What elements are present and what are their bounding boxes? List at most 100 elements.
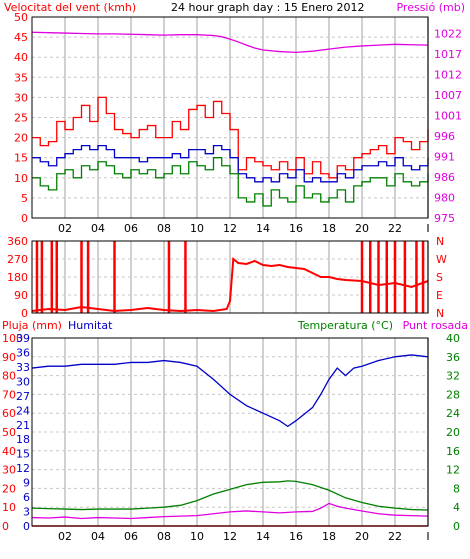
rain-tick-label: 40: [2, 445, 16, 458]
wind-speed-tick-label: 40: [14, 51, 28, 64]
temperature-tick-label: 8: [453, 482, 460, 495]
temperature-tick-label: 40: [446, 332, 460, 345]
pressure-tick-label: 996: [434, 130, 455, 143]
time-tick-label: 08: [157, 222, 171, 235]
temperature-tick-label: 24: [446, 407, 460, 420]
humidity-tick-label: 33: [16, 361, 30, 374]
pressure-tick-label: 1017: [434, 48, 462, 61]
pressure-tick-label: 1012: [434, 68, 462, 81]
rain-tick-label: 20: [2, 482, 16, 495]
compass-label: W: [436, 253, 447, 266]
compass-label: E: [436, 289, 443, 302]
humidity-tick-label: 9: [23, 477, 30, 490]
time-tick-label: 02: [58, 530, 72, 543]
wind-speed-tick-label: 10: [14, 172, 28, 185]
compass-label: N: [436, 307, 444, 320]
direction-tick-label: 0: [21, 307, 28, 320]
time-tick-label: 04: [91, 222, 105, 235]
temperature-tick-label: 0: [453, 520, 460, 533]
rain-tick-label: 100: [2, 332, 23, 345]
humidity-tick-label: 27: [16, 390, 30, 403]
pressure-tick-label: 986: [434, 171, 455, 184]
time-tick-label: 20: [355, 222, 369, 235]
pressure-axis-title: Pressió (mb): [396, 1, 465, 14]
compass-label: N: [436, 235, 444, 248]
temperature-tick-label: 12: [446, 464, 460, 477]
wind-speed-tick-label: 0: [21, 212, 28, 225]
wind-series-line: [32, 157, 429, 207]
time-tick-label: I: [426, 222, 429, 235]
humidity-tick-label: 24: [16, 404, 30, 417]
humidity-tick-label: 36: [16, 346, 30, 359]
graph-date-title: 24 hour graph day : 15 Enero 2012: [171, 1, 365, 14]
temperature-tick-label: 28: [446, 388, 460, 401]
rain-tick-label: 70: [2, 388, 16, 401]
pressure-tick-label: 991: [434, 150, 455, 163]
dewpoint-series-line: [31, 502, 429, 520]
direction-tick-label: 360: [7, 235, 28, 248]
time-tick-label: 14: [256, 222, 270, 235]
time-tick-label: 18: [322, 530, 336, 543]
time-tick-label: 06: [124, 222, 138, 235]
time-tick-label: 12: [223, 222, 237, 235]
time-tick-label: 08: [157, 530, 171, 543]
temperature-axis-title: Temperatura (°C): [297, 319, 393, 332]
time-tick-label: 10: [190, 222, 204, 235]
humidity-tick-label: 0: [23, 520, 30, 533]
pressure-tick-label: 975: [434, 212, 455, 225]
temperature-tick-label: 16: [446, 445, 460, 458]
direction-series-line: [31, 257, 429, 313]
rain-tick-label: 80: [2, 370, 16, 383]
dewpoint-axis-title: Punt rosada: [403, 319, 468, 332]
time-tick-label: 22: [388, 222, 402, 235]
average-series-line: [32, 144, 429, 183]
temperature-tick-label: 4: [453, 501, 460, 514]
temperature-tick-label: 36: [446, 351, 460, 364]
pressure-tick-label: 980: [434, 191, 455, 204]
wind-speed-tick-label: 5: [21, 192, 28, 205]
humidity-tick-label: 12: [16, 462, 30, 475]
wind-speed-tick-label: 30: [14, 91, 28, 104]
plot-frame-2: [31, 240, 429, 314]
time-tick-label: 12: [223, 530, 237, 543]
pressure-tick-label: 1022: [434, 27, 462, 40]
time-tick-label: 10: [190, 530, 204, 543]
time-tick-label: 06: [124, 530, 138, 543]
humidity-tick-label: 30: [16, 375, 30, 388]
direction-tick-label: 270: [7, 253, 28, 266]
time-tick-label: 18: [322, 222, 336, 235]
temperature-tick-label: 32: [446, 370, 460, 383]
time-tick-label: 20: [355, 530, 369, 543]
gust-series-line: [32, 96, 429, 179]
pressure-series-line: [31, 31, 429, 54]
rain-tick-label: 10: [2, 501, 16, 514]
humidity-tick-label: 3: [23, 506, 30, 519]
rain-tick-label: 60: [2, 407, 16, 420]
rain-tick-label: 50: [2, 426, 16, 439]
plot-frame-1: [31, 16, 429, 219]
humidity-tick-label: 15: [16, 448, 30, 461]
direction-tick-label: 180: [7, 271, 28, 284]
time-tick-label: I: [426, 530, 429, 543]
wind-speed-tick-label: 15: [14, 152, 28, 165]
wind-speed-tick-label: 25: [14, 112, 28, 125]
humidity-tick-label: 39: [16, 332, 30, 345]
compass-label: S: [436, 271, 443, 284]
humidity-series-line: [31, 354, 429, 428]
humidity-axis-title: Humitat: [68, 319, 113, 332]
time-tick-label: 02: [58, 222, 72, 235]
humidity-tick-label: 6: [23, 491, 30, 504]
time-tick-label: 14: [256, 530, 270, 543]
wind-speed-tick-label: 20: [14, 132, 28, 145]
temperature-tick-label: 20: [446, 426, 460, 439]
wind-speed-tick-label: 45: [14, 31, 28, 44]
temperature-series-line: [31, 480, 429, 511]
rain-tick-label: 0: [2, 520, 9, 533]
time-tick-label: 16: [289, 530, 303, 543]
wind-speed-tick-label: 50: [14, 11, 28, 24]
rain-axis-title: Pluja (mm): [2, 319, 62, 332]
humidity-tick-label: 21: [16, 419, 30, 432]
direction-tick-label: 90: [14, 289, 28, 302]
